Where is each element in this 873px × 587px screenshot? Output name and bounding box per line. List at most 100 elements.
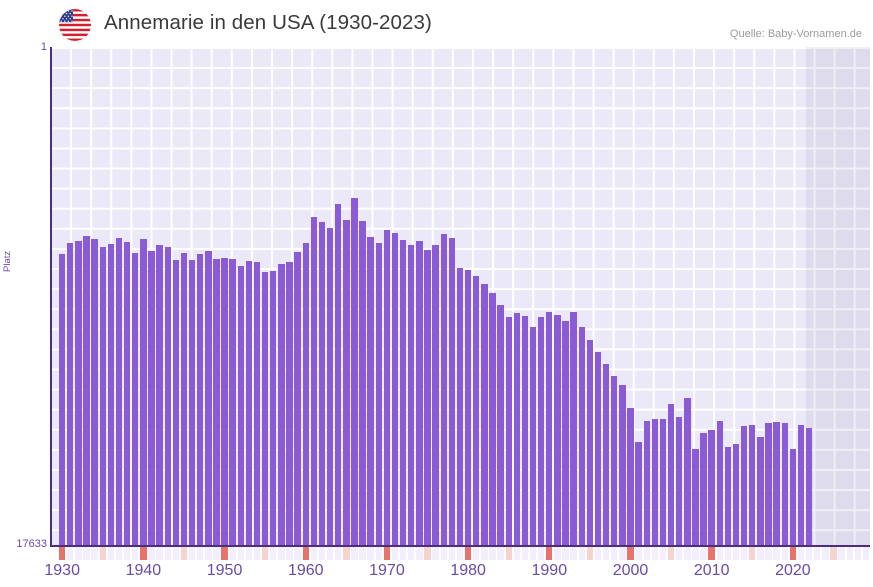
bar [213,258,220,546]
x-axis-tick-mark [456,547,464,560]
x-axis-tick-mark [399,547,407,560]
bar [148,251,155,546]
x-axis-tick-mark [684,547,691,560]
x-axis-tick-mark [619,547,626,560]
bar [91,238,98,546]
bar [716,421,723,546]
bar [724,447,732,546]
bar [261,271,269,546]
x-axis-tick-mark [643,547,650,560]
bar [643,421,650,546]
x-axis-tick-mark [740,547,748,560]
x-axis-tick-mark [440,547,447,560]
bar [659,418,667,546]
bar [140,239,147,546]
bar [164,247,171,546]
bar [156,245,163,546]
bar [343,219,350,546]
bar [270,271,277,546]
x-axis-tick-mark [765,547,772,560]
bar [237,266,244,546]
bar [115,238,123,546]
x-axis-tick-mark [473,547,480,560]
x-axis-tick-mark [67,547,74,560]
bar [432,245,439,546]
bar [789,449,797,546]
bar [546,312,553,546]
bar [172,260,180,546]
x-axis-tick-mark [432,547,439,560]
x-axis-tick-mark [570,547,577,560]
bar [749,424,756,546]
x-axis-tick-mark [221,547,228,560]
x-axis-tick-mark [659,547,667,560]
bar [424,249,431,546]
bar [537,316,545,546]
bar [253,262,261,546]
x-axis-tick-label: 1950 [206,562,243,579]
x-axis-tick-mark [554,547,561,560]
bar [391,233,399,546]
x-axis-tick-mark [586,547,594,560]
x-axis-tick-mark [237,547,244,560]
bar [83,236,90,546]
x-axis-tick-mark [156,547,163,560]
x-axis-tick-mark [294,547,301,560]
bar [651,418,659,546]
x-axis-tick-label: 2020 [775,562,811,579]
bar [58,254,66,546]
bar [318,222,326,546]
x-axis-tick-mark [286,547,293,560]
x-axis-tick-mark [229,547,236,560]
x-axis-tick-mark [781,547,788,560]
bar [464,270,472,546]
x-axis-tick-mark [278,547,285,560]
y-axis-title: Platz [2,250,13,272]
bar [773,421,780,546]
x-axis-tick-mark [261,547,269,560]
y-axis-tick-top: 1 [40,41,47,53]
bar [440,234,447,546]
x-axis-tick-mark [700,547,707,560]
x-axis-tick-mark [716,547,723,560]
bar [99,246,106,546]
x-axis-tick-mark [416,547,423,560]
x-axis-tick-mark [383,547,391,560]
bar [416,240,423,546]
x-axis-tick-mark [310,547,318,560]
bar [692,449,699,546]
x-axis-tick-mark [846,547,853,560]
x-axis-tick-mark [318,547,326,560]
x-axis-tick-label: 1940 [125,562,162,579]
x-axis-tick-mark [497,547,504,560]
x-axis-tick-mark [123,547,131,560]
bar [399,239,407,546]
x-axis-tick-mark [562,547,569,560]
x-axis-tick-mark [732,547,740,560]
bar [497,305,504,546]
x-axis-tick-mark [448,547,456,560]
x-axis-tick-mark [205,547,212,560]
x-axis-tick-mark [115,547,123,560]
x-axis-tick-mark [464,547,472,560]
bar [529,327,537,546]
bar [554,314,561,546]
bar [335,204,342,546]
bar [570,311,577,546]
bar [635,441,642,546]
x-axis-tick-mark [83,547,90,560]
x-axis-tick-label: 1990 [531,562,568,579]
bar [302,242,309,546]
bar [602,363,610,546]
x-axis-tick-mark [75,547,82,560]
bar [180,252,188,546]
bar [489,293,496,546]
x-axis-tick-mark [757,547,764,560]
x-axis-tick-mark [148,547,155,560]
x-axis-tick-mark [58,547,66,560]
bar [562,320,569,546]
bar [708,430,715,546]
bar [627,408,634,546]
x-axis-tick-mark [196,547,204,560]
